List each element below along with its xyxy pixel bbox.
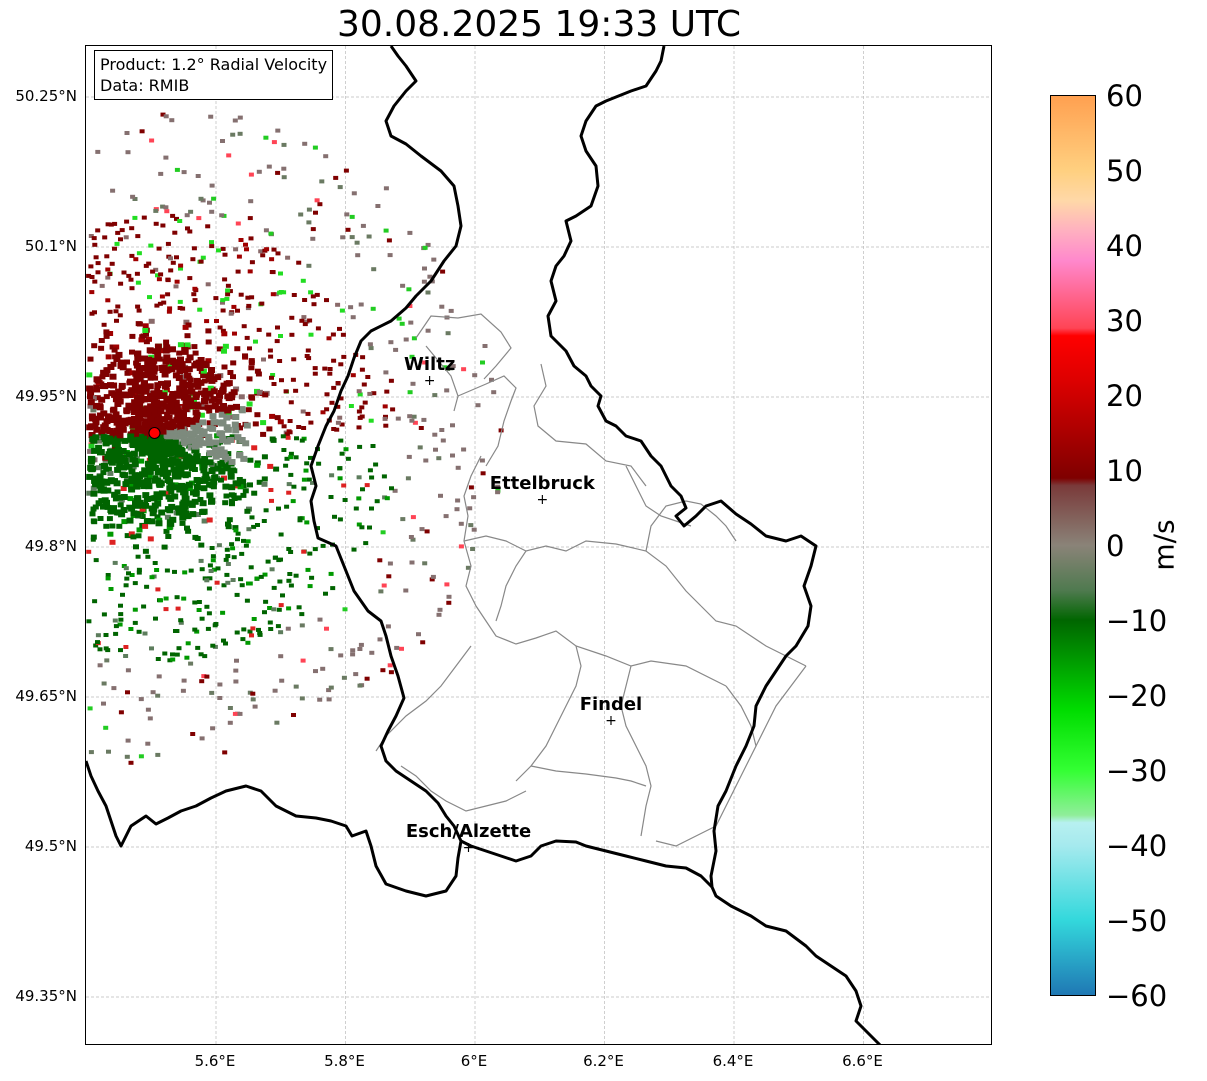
city-marker: + [424, 373, 436, 389]
longitude-label: 6.2°E [583, 1052, 624, 1070]
colorbar-tick-label: 10 [1106, 454, 1143, 488]
data-source-label: Data: RMIB [100, 76, 190, 95]
longitude-label: 6°E [460, 1052, 488, 1070]
product-label: Product: 1.2° Radial Velocity [100, 55, 328, 74]
city-label: Ettelbruck [490, 473, 596, 494]
latitude-label: 49.35°N [15, 987, 77, 1005]
radar-echo-layer [86, 112, 504, 765]
colorbar-tick-label: 50 [1106, 154, 1143, 188]
colorbar-tick-label: 20 [1106, 379, 1143, 413]
colorbar-tick-label: −30 [1106, 754, 1168, 788]
city-label: Findel [580, 694, 643, 715]
colorbar-tick-label: 30 [1106, 304, 1143, 338]
longitude-label: 6.6°E [842, 1052, 883, 1070]
radar-site-marker [148, 427, 161, 439]
map-area[interactable]: + Wiltz + Ettelbruck + Findel + Esch/Alzette [85, 45, 992, 1045]
longitude-label: 5.8°E [324, 1052, 365, 1070]
canton-boundaries [375, 313, 807, 847]
colorbar-tick-label: 40 [1106, 229, 1143, 263]
latitude-label: 49.8°N [24, 537, 77, 555]
city-marker: + [536, 492, 548, 508]
city-label: Esch/Alzette [406, 821, 531, 842]
city-markers: +Wiltz+Ettelbruck+Findel+Esch/Alzette [404, 354, 642, 856]
colorbar-tick-label: −20 [1106, 679, 1168, 713]
city-marker: + [463, 840, 475, 856]
latitude-label: 50.25°N [15, 87, 77, 105]
longitude-label: 5.6°E [194, 1052, 236, 1070]
latitude-label: 49.5°N [24, 837, 77, 855]
product-info-box: Product: 1.2° Radial Velocity Data: RMIB [94, 50, 334, 100]
latitude-label: 49.65°N [15, 687, 77, 705]
velocity-colorbar [1050, 95, 1096, 996]
colorbar-tick-label: −60 [1106, 979, 1168, 1013]
colorbar-tick-label: 60 [1106, 79, 1143, 113]
colorbar-unit-label: m/s [1147, 519, 1181, 571]
national-borders [86, 46, 882, 1044]
latitude-label: 49.95°N [15, 387, 77, 405]
colorbar-tick-label: 0 [1106, 529, 1125, 563]
city-label: Wiltz [404, 354, 455, 375]
colorbar-tick-label: −40 [1106, 829, 1168, 863]
colorbar-tick-label: −50 [1106, 904, 1168, 938]
map-title: 30.08.2025 19:33 UTC [336, 4, 742, 45]
map-canvas: +Wiltz+Ettelbruck+Findel+Esch/Alzette [86, 46, 991, 1044]
longitude-label: 6.4°E [712, 1052, 754, 1070]
city-marker: + [605, 713, 617, 729]
latitude-label: 50.1°N [24, 237, 77, 255]
colorbar-tick-label: −10 [1106, 604, 1168, 638]
